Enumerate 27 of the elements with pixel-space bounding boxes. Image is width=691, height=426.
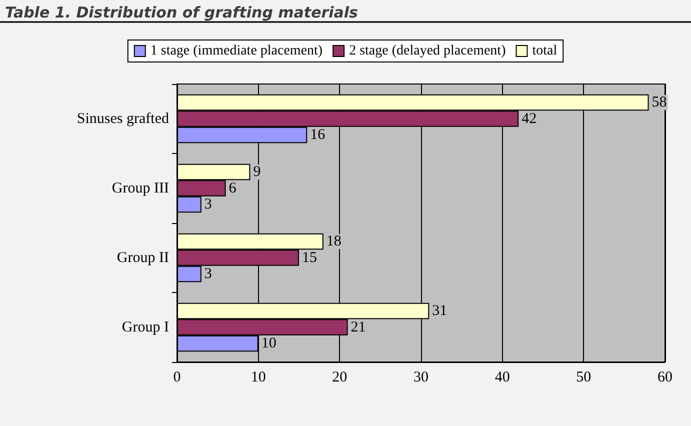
x-tick-label: 50 bbox=[576, 370, 592, 386]
data-label: 10 bbox=[261, 335, 276, 352]
legend-label: total bbox=[532, 44, 558, 58]
y-tick-label: Group I bbox=[122, 319, 169, 336]
y-tick-label: Group II bbox=[116, 250, 169, 266]
x-tick-label: 60 bbox=[658, 370, 672, 386]
data-label: 3 bbox=[204, 196, 212, 212]
legend-label: 1 stage (immediate placement) bbox=[150, 44, 323, 58]
y-tick-label: Sinuses grafted bbox=[76, 110, 170, 127]
data-label: 3 bbox=[204, 266, 212, 282]
y-tick-label: Group III bbox=[112, 180, 169, 196]
data-label: 18 bbox=[326, 234, 342, 250]
x-tick-label: 0 bbox=[173, 370, 181, 386]
data-label: 9 bbox=[253, 164, 261, 180]
data-label: 16 bbox=[310, 126, 326, 143]
data-label: 15 bbox=[302, 250, 317, 266]
data-label: 21 bbox=[350, 319, 366, 336]
data-label: 6 bbox=[228, 180, 237, 196]
x-tick-label: 20 bbox=[332, 370, 348, 386]
data-label: 58 bbox=[652, 94, 667, 111]
x-tick-label: 30 bbox=[414, 370, 428, 386]
x-tick-label: 40 bbox=[494, 370, 510, 386]
data-label: 42 bbox=[522, 110, 537, 127]
chart-title: Table 1. Distribution of grafting materials bbox=[5, 4, 358, 22]
data-label: 31 bbox=[432, 303, 448, 320]
x-tick-label: 10 bbox=[250, 370, 266, 386]
legend-label: 2 stage (delayed placement) bbox=[349, 44, 506, 58]
